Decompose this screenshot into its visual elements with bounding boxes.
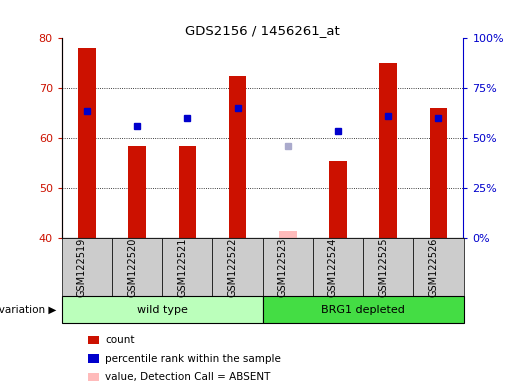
Title: GDS2156 / 1456261_at: GDS2156 / 1456261_at (185, 24, 340, 37)
Text: GSM122519: GSM122519 (77, 237, 87, 296)
Text: GSM122526: GSM122526 (428, 237, 438, 296)
Bar (179, 146, 196, 238)
Text: GSM122523: GSM122523 (278, 237, 288, 296)
Bar (380, 63, 397, 238)
Text: GSM122524: GSM122524 (328, 237, 338, 296)
Text: value, Detection Call = ABSENT: value, Detection Call = ABSENT (105, 372, 270, 382)
Text: GSM122520: GSM122520 (127, 237, 137, 296)
Bar (430, 108, 447, 238)
Bar (128, 146, 146, 238)
Text: count: count (105, 335, 134, 345)
Text: wild type: wild type (137, 305, 187, 314)
Text: genotype/variation ▶: genotype/variation ▶ (0, 305, 57, 314)
Text: percentile rank within the sample: percentile rank within the sample (105, 354, 281, 364)
Bar (329, 161, 347, 238)
Bar (78, 48, 96, 238)
Text: BRG1 depleted: BRG1 depleted (321, 305, 405, 314)
Text: GSM122522: GSM122522 (228, 237, 237, 296)
Text: GSM122521: GSM122521 (177, 237, 187, 296)
Bar (279, 230, 297, 238)
Text: GSM122525: GSM122525 (378, 237, 388, 296)
Bar (229, 76, 246, 238)
